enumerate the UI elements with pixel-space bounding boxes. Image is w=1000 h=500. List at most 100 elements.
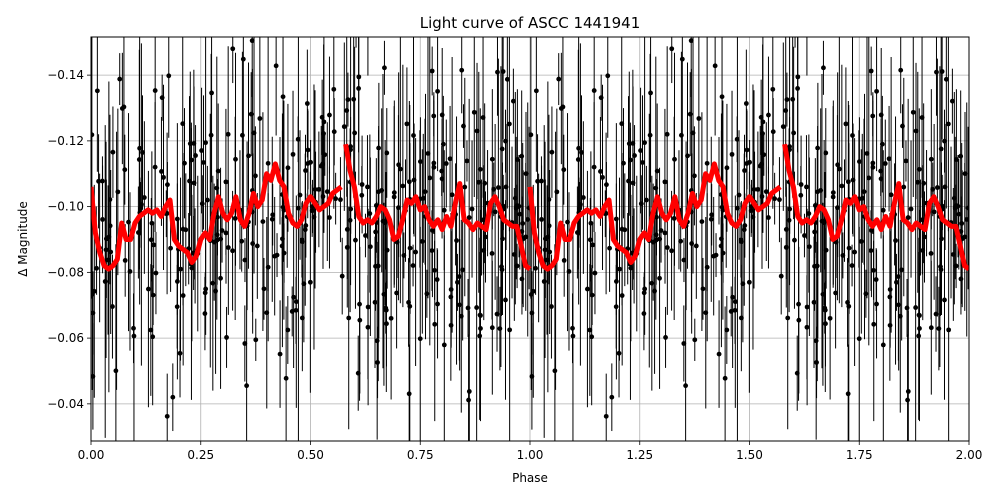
data-point <box>117 76 123 82</box>
data-point <box>210 280 216 286</box>
data-point <box>464 158 470 164</box>
data-point <box>880 342 886 348</box>
data-point <box>283 375 289 381</box>
data-point <box>886 156 892 162</box>
data-point <box>516 203 522 209</box>
data-point <box>295 136 301 142</box>
data-point <box>519 153 525 159</box>
data-point <box>339 273 345 279</box>
data-point <box>785 315 791 321</box>
y-tick-label: −0.12 <box>47 134 84 148</box>
data-point <box>96 178 101 184</box>
data-point <box>202 311 208 316</box>
data-point <box>365 184 370 190</box>
data-point <box>504 76 510 82</box>
data-point <box>367 211 373 216</box>
data-point <box>552 368 558 374</box>
data-point <box>580 195 586 200</box>
data-point <box>495 69 500 75</box>
data-point <box>432 321 438 327</box>
data-point <box>839 183 845 189</box>
data-point <box>922 234 927 240</box>
data-point <box>794 370 800 376</box>
data-point <box>153 270 159 276</box>
data-point <box>474 305 480 310</box>
x-tick-label: 2.00 <box>956 448 983 462</box>
data-point <box>755 186 761 192</box>
data-point <box>440 141 446 147</box>
data-point <box>296 205 301 211</box>
data-point <box>525 217 531 222</box>
data-point <box>257 116 263 121</box>
data-point <box>843 121 849 127</box>
data-point <box>151 242 157 248</box>
data-point <box>466 215 472 220</box>
data-point <box>716 351 722 357</box>
data-point <box>719 94 725 100</box>
data-point <box>766 215 771 220</box>
data-point <box>858 239 864 244</box>
data-point <box>822 307 828 313</box>
data-point <box>758 114 764 120</box>
x-tick-label: 1.00 <box>517 448 544 462</box>
data-point <box>827 315 833 321</box>
data-point <box>301 281 307 287</box>
data-point <box>566 269 572 274</box>
data-point <box>495 185 501 190</box>
data-point <box>110 304 115 309</box>
data-point <box>304 101 310 106</box>
data-point <box>506 121 512 127</box>
data-point <box>149 220 155 226</box>
data-point <box>291 294 297 300</box>
data-point <box>849 263 855 268</box>
data-point <box>407 303 413 309</box>
data-point <box>372 299 378 305</box>
data-point <box>657 236 663 242</box>
data-point <box>204 197 210 203</box>
data-point <box>166 73 172 79</box>
data-point <box>239 132 245 138</box>
data-point <box>558 106 564 111</box>
data-point <box>613 216 619 222</box>
data-point <box>225 131 231 137</box>
x-axis-label: Phase <box>512 471 548 485</box>
data-point <box>511 252 517 257</box>
data-point <box>896 302 902 308</box>
y-tick-label: −0.14 <box>47 68 84 82</box>
data-point <box>663 335 668 340</box>
data-point <box>945 121 951 127</box>
data-point <box>708 216 714 222</box>
data-point <box>669 46 675 52</box>
data-point <box>265 160 271 166</box>
data-point <box>617 266 622 272</box>
data-point <box>868 248 874 254</box>
data-point <box>928 156 934 162</box>
data-point <box>804 324 810 330</box>
data-point <box>492 209 498 215</box>
data-point <box>489 325 495 331</box>
data-point <box>432 267 437 273</box>
data-point <box>441 342 447 348</box>
data-point <box>942 184 948 190</box>
data-point <box>482 180 488 186</box>
data-point <box>417 336 423 342</box>
data-point <box>208 132 214 138</box>
data-point <box>893 238 898 243</box>
data-point <box>382 65 387 71</box>
data-point <box>823 150 829 156</box>
data-point <box>261 286 267 292</box>
data-point <box>744 147 750 153</box>
data-point <box>949 98 955 104</box>
data-point <box>443 161 449 166</box>
data-point <box>546 197 552 202</box>
data-point <box>549 304 554 309</box>
data-point <box>269 216 275 222</box>
data-point <box>449 192 455 198</box>
data-point <box>471 109 477 115</box>
data-point <box>246 153 251 159</box>
data-point <box>431 113 437 119</box>
data-point <box>888 192 894 198</box>
data-point <box>224 335 229 340</box>
data-point <box>772 196 778 202</box>
data-point <box>598 169 603 174</box>
